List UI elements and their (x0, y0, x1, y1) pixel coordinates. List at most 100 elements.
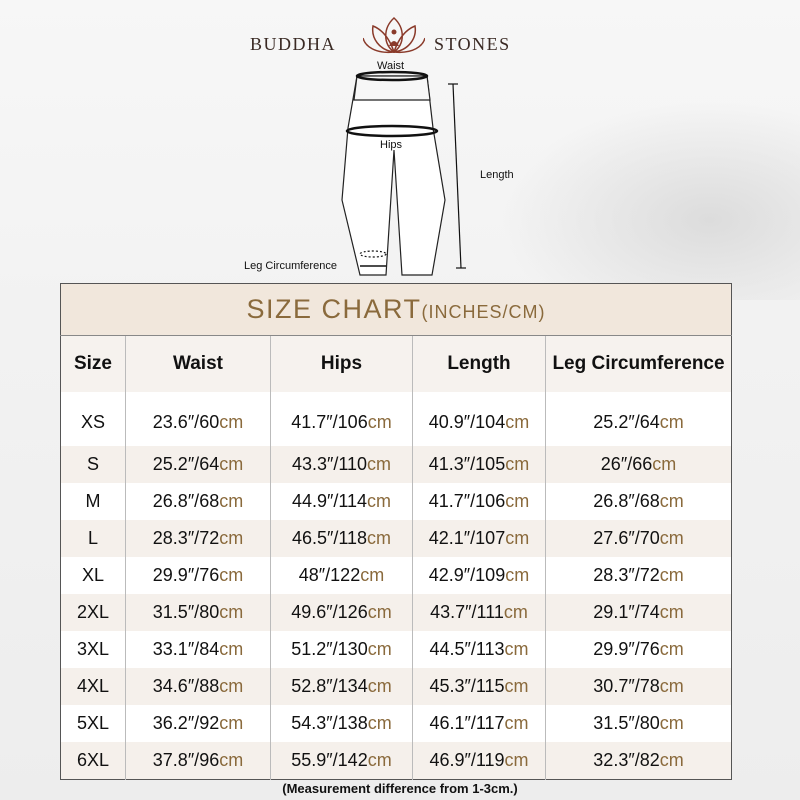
unit-label: cm (505, 491, 530, 511)
table-row: 4XL 34.6″/88cm 52.8″/134cm 45.3″/115cm 30.7″… (60, 668, 732, 705)
table-row: 2XL 31.5″/80cm 49.6″/126cm 43.7″/111cm 29.1″… (60, 594, 732, 631)
unit-label: cm (367, 491, 392, 511)
unit-label: cm (360, 565, 385, 585)
unit-label: cm (505, 528, 530, 548)
unit-label: cm (219, 639, 244, 659)
cell-hips: 43.3″/110cm (270, 446, 413, 483)
unit-label: cm (659, 491, 684, 511)
table-row: L 28.3″/72cm 46.5″/118cm 42.1″/107cm 27.6″/7… (60, 520, 732, 557)
unit-label: cm (219, 454, 244, 474)
cell-length: 42.9″/109cm (412, 557, 546, 594)
length-measure-line (448, 83, 466, 269)
cell-waist: 36.2″/92cm (125, 705, 271, 742)
cell-hips: 48″/122cm (270, 557, 413, 594)
cell-size: XS (80, 411, 105, 432)
cell-leg: 30.7″/78cm (544, 668, 732, 705)
waist-measure-line (355, 70, 429, 82)
unit-label: cm (367, 676, 392, 696)
cell-length: 41.7″/106cm (412, 483, 546, 520)
unit-label: cm (219, 676, 244, 696)
unit-label: cm (504, 676, 529, 696)
cell-hips: 41.7″/106cm (270, 392, 413, 446)
cell-hips: 54.3″/138cm (270, 705, 413, 742)
cell-leg: 25.2″/64cm (544, 392, 732, 446)
unit-label: cm (367, 528, 392, 548)
unit-label: cm (219, 750, 244, 770)
unit-label: cm (367, 750, 392, 770)
cell-size: 3XL (76, 639, 110, 659)
cell-leg: 31.5″/80cm (544, 705, 732, 742)
leg-measure-line (359, 250, 387, 258)
cell-length: 46.1″/117cm (412, 705, 546, 742)
unit-label: cm (659, 676, 684, 696)
table-row: S 25.2″/64cm 43.3″/110cm 41.3″/105cm 26″/66c… (60, 446, 732, 483)
hips-measure-line (345, 124, 439, 138)
length-label: Length (480, 169, 514, 181)
unit-label: cm (219, 491, 244, 511)
unit-label: cm (367, 411, 392, 432)
cell-leg: 28.3″/72cm (544, 557, 732, 594)
cell-hips: 55.9″/142cm (270, 742, 413, 780)
cell-waist: 28.3″/72cm (125, 520, 271, 557)
unit-label: cm (659, 528, 684, 548)
cell-size: 2XL (60, 594, 126, 631)
unit-label: cm (659, 639, 684, 659)
size-chart-subtitle: (INCHES/CM) (421, 302, 546, 322)
unit-label: cm (367, 454, 392, 474)
cell-hips: 49.6″/126cm (270, 594, 413, 631)
unit-label: cm (504, 713, 529, 733)
cell-size: L (60, 520, 126, 557)
header-leg: Leg Circumference (544, 335, 732, 392)
table-row: XL 29.9″/76cm 48″/122cm 42.9″/109cm 28.3″/72… (61, 557, 732, 594)
header-length: Length (412, 335, 546, 392)
unit-label: cm (659, 411, 684, 432)
cell-size: 4XL (60, 668, 126, 705)
cell-size: 6XL (60, 742, 126, 780)
table-row: 5XL 36.2″/92cm 54.3″/138cm 46.1″/117cm 31.5″… (61, 705, 732, 742)
cell-leg: 32.3″/82cm (544, 742, 732, 780)
cell-size: XL (81, 565, 105, 585)
cell-waist: 29.9″/76cm (125, 557, 271, 594)
cell-leg: 29.9″/76cm (544, 631, 732, 668)
unit-label: cm (504, 750, 529, 770)
table-row: XS 23.6″/60cm 41.7″/106cm 40.9″/104cm 25.2″/… (61, 392, 732, 446)
waist-label: Waist (377, 60, 405, 72)
cell-waist: 26.8″/68cm (125, 483, 271, 520)
unit-label: cm (219, 411, 244, 432)
cell-hips: 51.2″/130cm (270, 631, 413, 668)
unit-label: cm (367, 602, 392, 622)
unit-label: cm (503, 602, 528, 622)
unit-label: cm (659, 713, 684, 733)
cell-length: 44.5″/113cm (412, 631, 546, 668)
cell-leg: 27.6″/70cm (544, 520, 732, 557)
unit-label: cm (219, 602, 244, 622)
cell-length: 41.3″/105cm (412, 446, 546, 483)
unit-label: cm (505, 411, 530, 432)
cell-hips: 44.9″/114cm (270, 483, 413, 520)
cell-waist: 31.5″/80cm (125, 594, 271, 631)
cell-waist: 37.8″/96cm (125, 742, 271, 780)
table-row: 3XL 33.1″/84cm 51.2″/130cm 44.5″/113cm 29.9″… (61, 631, 732, 668)
cell-waist: 34.6″/88cm (125, 668, 271, 705)
unit-label: cm (219, 565, 244, 585)
unit-label: cm (367, 639, 392, 659)
cell-leg: 26″/66cm (544, 446, 732, 483)
cell-leg: 26.8″/68cm (544, 483, 732, 520)
unit-label: cm (505, 454, 530, 474)
header-waist: Waist (125, 335, 271, 392)
unit-label: cm (659, 602, 684, 622)
table-row: M 26.8″/68cm 44.9″/114cm 41.7″/106cm 26.8″/6… (61, 483, 732, 520)
cell-hips: 46.5″/118cm (270, 520, 413, 557)
cell-length: 42.1″/107cm (412, 520, 546, 557)
unit-label: cm (659, 750, 684, 770)
leg-circumference-label: Leg Circumference (244, 260, 337, 272)
size-chart-table: SIZE CHART(INCHES/CM) Size Waist Hips Le… (60, 283, 733, 780)
brand-left: BUDDHA (250, 34, 337, 54)
table-row: 6XL 37.8″/96cm 55.9″/142cm 46.9″/119cm 32.3″… (60, 742, 732, 780)
header-size: Size (60, 335, 126, 392)
cell-hips: 52.8″/134cm (270, 668, 413, 705)
cell-waist: 23.6″/60cm (125, 392, 271, 446)
unit-label: cm (505, 565, 530, 585)
unit-label: cm (219, 528, 244, 548)
brand-right: STONES (434, 34, 511, 54)
